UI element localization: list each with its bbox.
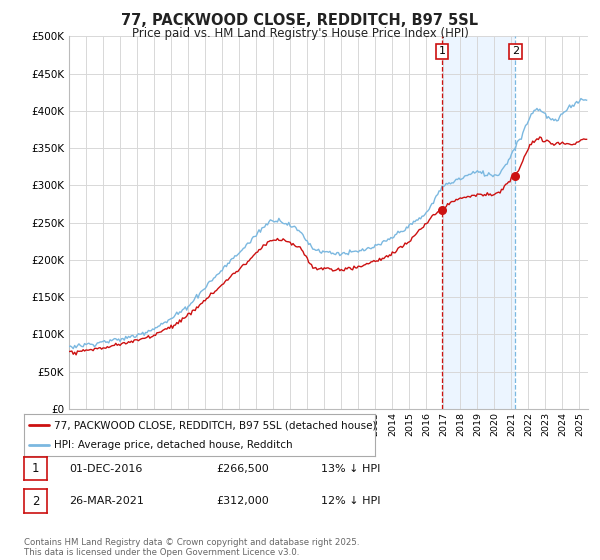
Text: 2: 2 — [32, 494, 39, 508]
Text: 2: 2 — [512, 46, 519, 57]
Text: 77, PACKWOOD CLOSE, REDDITCH, B97 5SL: 77, PACKWOOD CLOSE, REDDITCH, B97 5SL — [121, 13, 479, 28]
Text: 12% ↓ HPI: 12% ↓ HPI — [321, 496, 380, 506]
Text: Price paid vs. HM Land Registry's House Price Index (HPI): Price paid vs. HM Land Registry's House … — [131, 27, 469, 40]
Bar — [442, 36, 515, 409]
Point — [511, 172, 520, 181]
Text: £266,500: £266,500 — [216, 464, 269, 474]
Text: 77, PACKWOOD CLOSE, REDDITCH, B97 5SL (detached house): 77, PACKWOOD CLOSE, REDDITCH, B97 5SL (d… — [54, 421, 376, 430]
Text: 13% ↓ HPI: 13% ↓ HPI — [321, 464, 380, 474]
Text: Contains HM Land Registry data © Crown copyright and database right 2025.
This d: Contains HM Land Registry data © Crown c… — [24, 538, 359, 557]
Text: 26-MAR-2021: 26-MAR-2021 — [69, 496, 144, 506]
Text: HPI: Average price, detached house, Redditch: HPI: Average price, detached house, Redd… — [54, 441, 292, 450]
Text: 1: 1 — [32, 462, 39, 475]
Text: £312,000: £312,000 — [216, 496, 269, 506]
Point — [437, 206, 447, 215]
Text: 1: 1 — [439, 46, 445, 57]
Text: 01-DEC-2016: 01-DEC-2016 — [69, 464, 142, 474]
